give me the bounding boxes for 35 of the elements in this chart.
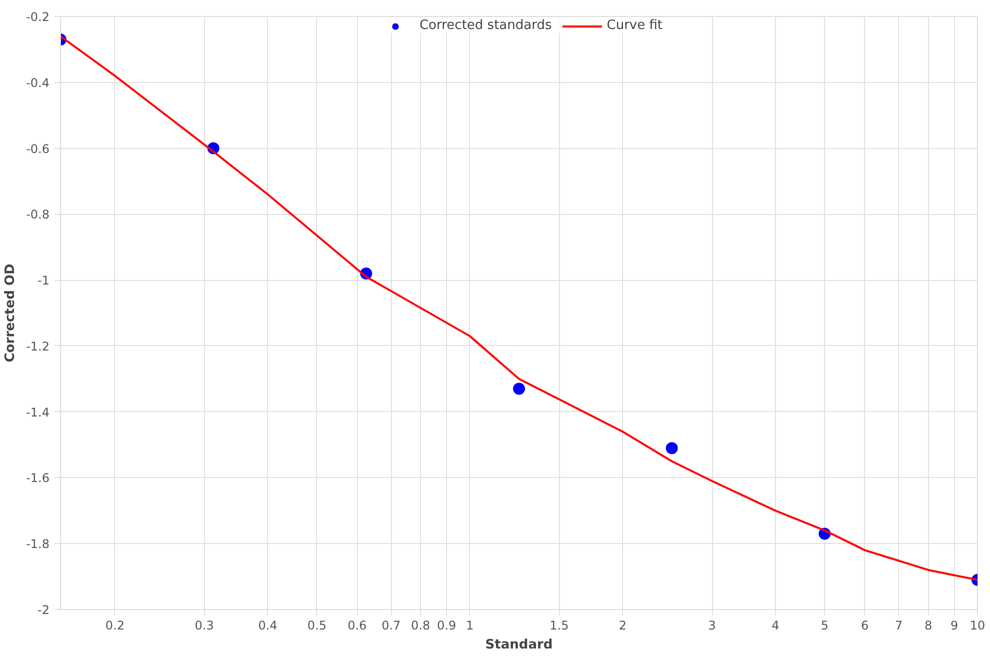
x-tick-label: 7: [895, 618, 903, 632]
x-tick-label: 5: [820, 618, 828, 632]
y-tick-label: -0.4: [26, 76, 50, 90]
x-tick-label: 0.4: [258, 618, 278, 632]
x-tick-label: 10: [970, 618, 986, 632]
x-tick-label: 3: [708, 618, 716, 632]
x-tick-label: 0.2: [105, 618, 124, 632]
x-tick-label: 4: [772, 618, 780, 632]
legend-label: Corrected standards: [419, 18, 552, 33]
x-tick-label: 1.5: [550, 618, 569, 632]
x-tick-label: 0.9: [437, 618, 456, 632]
legend-label: Curve fit: [606, 18, 663, 33]
x-axis-title: Standard: [485, 638, 553, 652]
x-tick-label: 0.7: [382, 618, 401, 632]
x-tick-label: 8: [924, 618, 932, 632]
x-tick-label: 0.6: [348, 618, 367, 632]
y-tick-label: -0.8: [26, 208, 50, 222]
y-axis-title: Corrected OD: [3, 264, 18, 362]
y-tick-label: -1.6: [26, 471, 50, 486]
y-tick-label: -0.2: [26, 10, 50, 24]
x-tick-label: 1: [466, 618, 474, 632]
point: [513, 382, 525, 395]
y-tick-label: -1.8: [26, 537, 50, 552]
y-tick-label: -1.4: [26, 405, 50, 420]
point: [666, 442, 678, 454]
x-tick-label: 0.8: [411, 618, 430, 632]
y-tick-label: -2: [38, 603, 50, 617]
x-tick-label: 0.5: [307, 618, 327, 632]
x-tick-label: 0.3: [194, 618, 214, 632]
x-tick-label: 2: [618, 618, 626, 632]
x-tick-label: 6: [861, 618, 869, 632]
y-tick-label: -1: [38, 274, 50, 288]
x-tick-label: 9: [950, 618, 958, 632]
y-tick-label: -1.2: [26, 339, 50, 354]
y-tick-label: -0.6: [26, 142, 50, 156]
